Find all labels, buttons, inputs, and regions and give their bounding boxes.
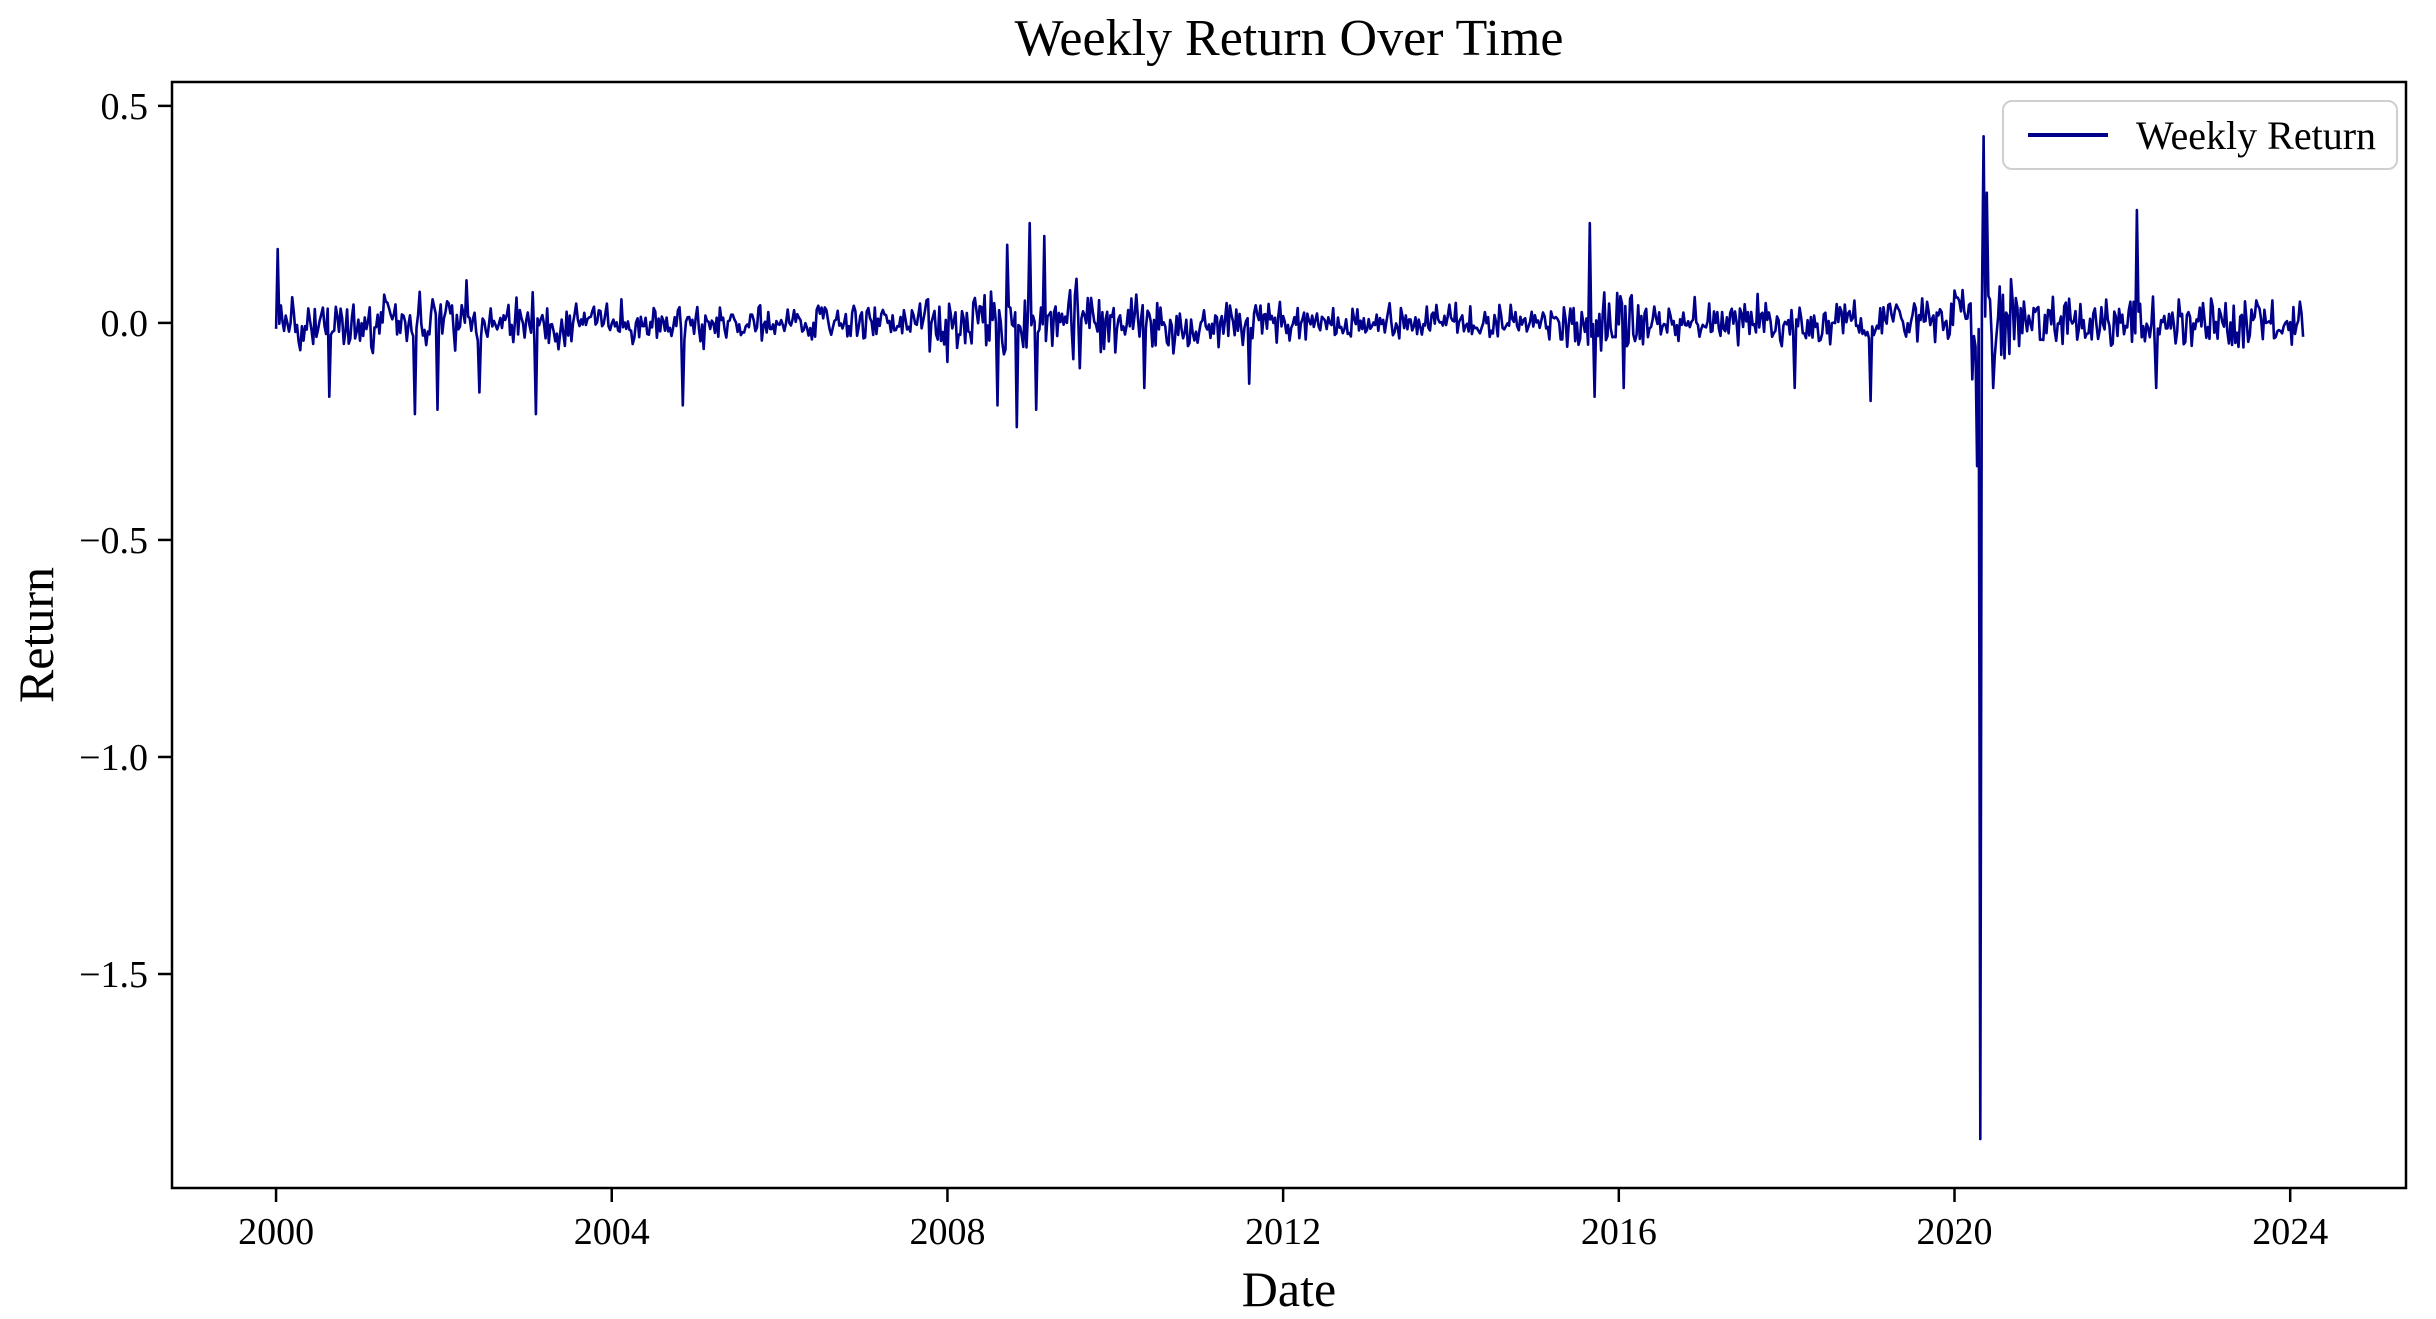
x-tick-label: 2000 xyxy=(238,1211,314,1253)
x-tick-label: 2008 xyxy=(909,1211,985,1253)
weekly-return-line xyxy=(274,135,2305,1141)
x-axis-label: Date xyxy=(1241,1261,1337,1317)
x-tick-label: 2012 xyxy=(1245,1211,1321,1253)
x-tick-label: 2004 xyxy=(574,1211,650,1253)
y-tick-label: −1.5 xyxy=(79,954,148,996)
y-tick-label: −0.5 xyxy=(79,520,148,562)
y-tick-label: 0.5 xyxy=(101,86,149,128)
axes-border xyxy=(170,80,2408,1190)
legend-line-icon xyxy=(2028,133,2108,137)
chart-title: Weekly Return Over Time xyxy=(1014,10,1564,67)
y-tick-label: 0.0 xyxy=(101,303,149,345)
x-tick-label: 2020 xyxy=(1917,1211,1993,1253)
y-tick-label: −1.0 xyxy=(79,737,148,779)
x-tick-label: 2016 xyxy=(1581,1211,1657,1253)
x-tick-label: 2024 xyxy=(2252,1211,2328,1253)
legend: Weekly Return xyxy=(2002,100,2398,170)
legend-label: Weekly Return xyxy=(2136,112,2377,158)
